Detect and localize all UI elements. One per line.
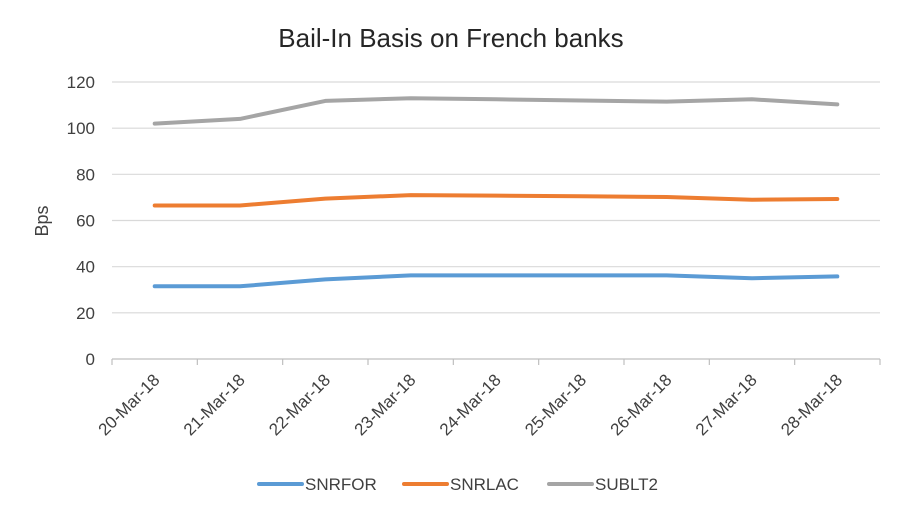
y-tick-label: 100 xyxy=(67,119,95,138)
x-tick-label: 23-Mar-18 xyxy=(351,370,420,439)
y-tick-label: 80 xyxy=(76,165,95,184)
x-axis-ticks: 20-Mar-18 21-Mar-18 22-Mar-18 23-Mar-18 24-M… xyxy=(95,370,847,439)
x-tick-label: 20-Mar-18 xyxy=(95,370,164,439)
y-tick-label: 0 xyxy=(86,350,95,369)
x-tick-label: 21-Mar-18 xyxy=(180,370,249,439)
x-tick-label: 28-Mar-18 xyxy=(777,370,846,439)
x-tick-label: 24-Mar-18 xyxy=(436,370,505,439)
legend-label: SUBLT2 xyxy=(595,475,658,494)
legend-item-snrlac: SNRLAC xyxy=(402,475,519,494)
series-line-sublt2 xyxy=(152,96,840,126)
series-line-snrfor xyxy=(152,273,840,289)
legend-label: SNRFOR xyxy=(305,475,377,494)
gridlines xyxy=(112,81,880,314)
series-line-snrlac xyxy=(152,193,840,208)
legend-item-snrfor: SNRFOR xyxy=(257,475,377,494)
legend-label: SNRLAC xyxy=(450,475,519,494)
y-tick-label: 20 xyxy=(76,304,95,323)
y-tick-label: 60 xyxy=(76,212,95,231)
legend: SNRFOR SNRLAC SUBLT2 xyxy=(257,475,658,494)
x-tick-label: 27-Mar-18 xyxy=(692,370,761,439)
y-tick-label: 120 xyxy=(67,73,95,92)
x-tick-label: 22-Mar-18 xyxy=(265,370,334,439)
y-axis-label: Bps xyxy=(32,205,52,236)
y-axis-ticks: 0 20 40 60 80 100 120 xyxy=(67,73,95,369)
legend-item-sublt2: SUBLT2 xyxy=(547,475,658,494)
chart-title: Bail-In Basis on French banks xyxy=(278,23,623,53)
y-tick-label: 40 xyxy=(76,258,95,277)
x-tick-label: 25-Mar-18 xyxy=(521,370,590,439)
x-tick-label: 26-Mar-18 xyxy=(607,370,676,439)
series-lines xyxy=(152,96,840,289)
x-axis xyxy=(111,358,881,365)
